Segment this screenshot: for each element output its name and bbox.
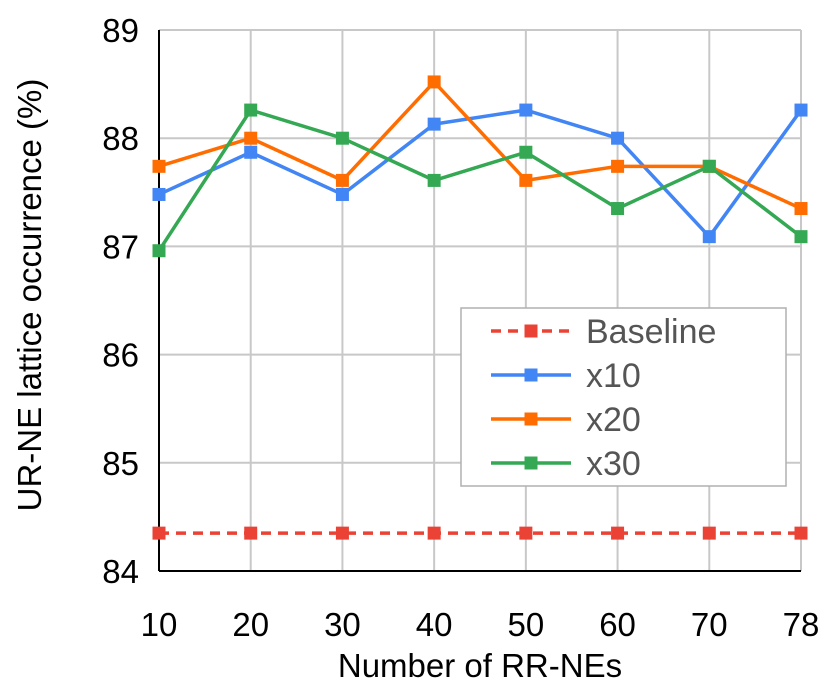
legend-item-baseline: Baseline [491,313,716,351]
data-point-x20 [335,173,349,187]
legend-item-x10: x10 [491,357,641,395]
data-point-x20 [794,202,808,216]
legend-label: x10 [586,357,641,395]
data-point-baseline [244,526,258,540]
data-point-baseline [152,526,166,540]
data-point-x10 [152,187,166,201]
data-point-x20 [152,159,166,173]
y-tick-label: 85 [102,445,139,482]
data-point-x30 [519,145,533,159]
legend-label: x30 [586,445,641,483]
y-tick-label: 86 [102,337,139,374]
y-axis-title: UR-NE lattice occurrence (%) [11,79,48,512]
data-point-x10 [794,103,808,117]
data-point-x20 [244,131,258,145]
data-point-baseline [519,526,533,540]
data-point-x30 [152,244,166,258]
data-point-x10 [335,187,349,201]
x-tick-label: 78 [783,606,820,643]
y-tick-labels: 84 85 86 87 88 89 [102,12,139,590]
legend-swatch-marker [524,368,538,382]
legend-swatch-marker [524,324,538,338]
data-point-baseline [794,526,808,540]
legend-item-x30: x30 [491,445,641,483]
data-point-x10 [427,117,441,131]
series-line-x30 [157,108,803,252]
data-point-x30 [611,202,625,216]
legend-label: Baseline [586,313,716,351]
series-baseline [152,526,808,540]
data-point-baseline [702,526,716,540]
series-group [152,75,808,540]
y-tick-label: 88 [102,120,139,157]
data-point-baseline [611,526,625,540]
data-point-x10 [702,230,716,244]
y-tick-label: 84 [102,553,139,590]
data-point-x30 [244,103,258,117]
data-point-x20 [519,173,533,187]
series-line-x10 [158,108,803,239]
legend-swatch-marker [524,412,538,426]
data-point-x30 [427,173,441,187]
data-point-x20 [427,75,441,89]
series-line-x20 [158,80,802,211]
legend-swatch-marker [524,456,538,470]
x-tick-label: 50 [507,606,544,643]
legend-label: x20 [586,401,641,439]
data-point-x20 [611,159,625,173]
data-point-x30 [335,131,349,145]
data-point-x30 [794,230,808,244]
data-point-x10 [244,145,258,159]
y-tick-label: 89 [102,12,139,49]
x-tick-label: 30 [324,606,361,643]
x-tick-label: 40 [416,606,453,643]
y-tick-label: 87 [102,228,139,265]
x-tick-label: 60 [599,606,636,643]
data-point-x30 [702,159,716,173]
legend: Baseline x10 x20 x30 [460,307,787,487]
x-tick-label: 10 [141,606,178,643]
axes [158,30,801,572]
series-x30 [152,103,808,258]
x-tick-labels: 10 20 30 40 50 60 70 78 [141,606,820,643]
data-point-baseline [335,526,349,540]
series-x10 [152,103,808,244]
legend-box [460,307,787,487]
x-tick-label: 20 [232,606,269,643]
data-point-x10 [611,131,625,145]
data-point-x10 [519,103,533,117]
data-point-baseline [427,526,441,540]
legend-item-x20: x20 [491,401,641,439]
x-tick-label: 70 [691,606,728,643]
x-axis-title: Number of RR-NEs [338,647,622,684]
